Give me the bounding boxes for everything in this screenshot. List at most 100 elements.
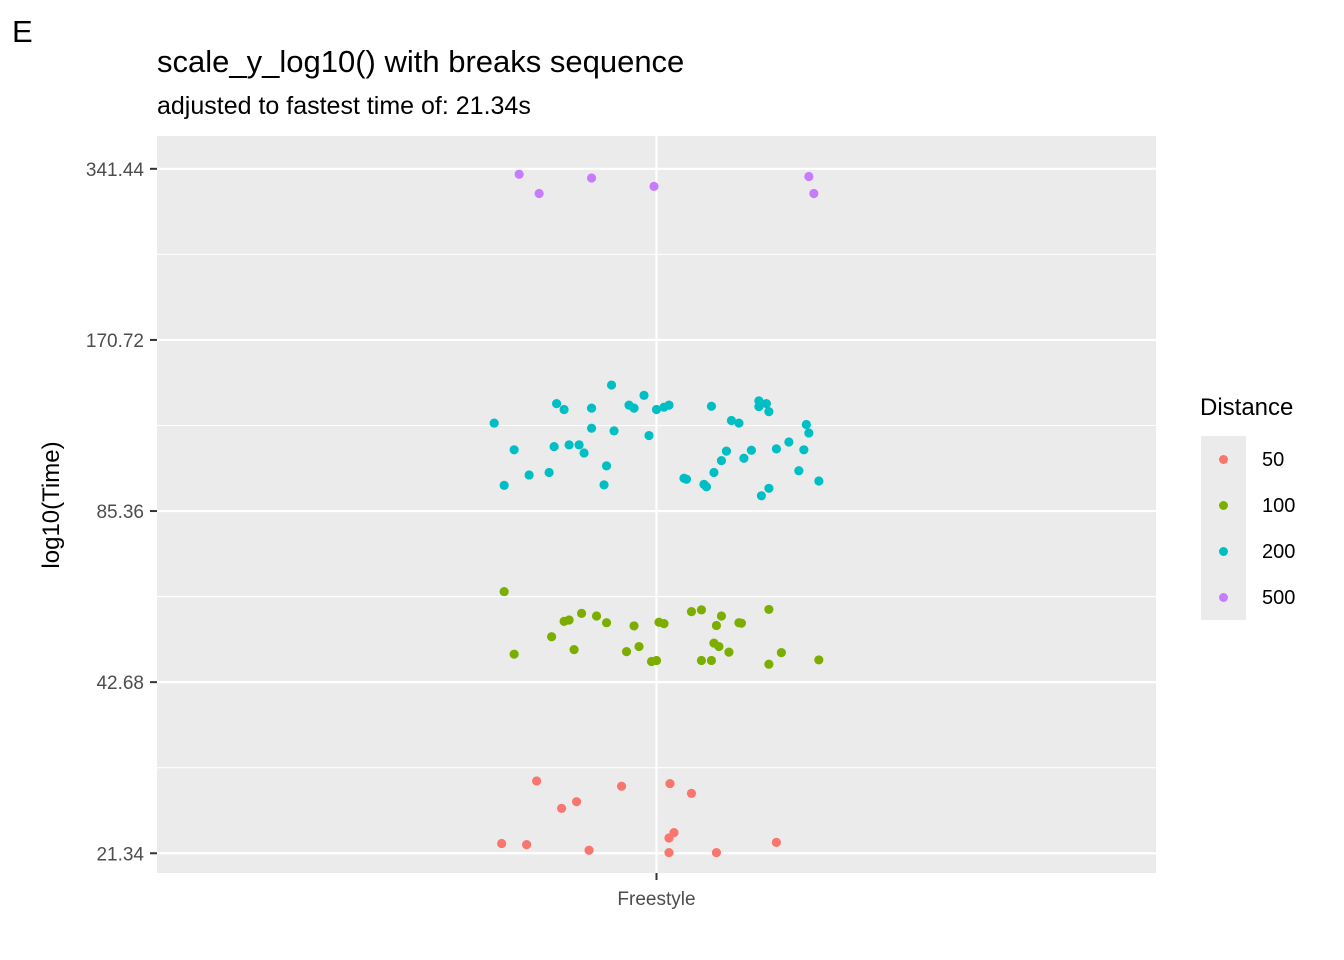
data-point-200 xyxy=(721,446,732,456)
data-point-200 xyxy=(644,430,654,441)
data-point-200 xyxy=(716,456,727,466)
data-point-200 xyxy=(746,445,757,455)
data-point-200 xyxy=(756,491,766,501)
y-tick-label: 85.36 xyxy=(96,502,144,523)
legend-key-100 xyxy=(1201,482,1246,528)
data-point-50 xyxy=(771,837,781,847)
x-tick-label: Freestyle xyxy=(617,889,695,910)
data-point-200 xyxy=(764,407,774,417)
data-point-100 xyxy=(706,655,717,666)
data-point-500 xyxy=(514,169,524,179)
legend-key-200 xyxy=(1201,528,1246,574)
legend-label-200: 200 xyxy=(1262,541,1296,563)
data-point-100 xyxy=(714,641,724,652)
data-point-200 xyxy=(509,445,519,455)
data-point-200 xyxy=(764,483,774,493)
data-point-200 xyxy=(726,415,737,426)
data-point-50 xyxy=(711,847,722,858)
legend-dot-50 xyxy=(1219,455,1228,464)
data-point-500 xyxy=(534,188,544,199)
data-point-100 xyxy=(716,611,727,621)
data-point-200 xyxy=(564,440,574,450)
legend-title: Distance xyxy=(1200,394,1294,421)
data-point-100 xyxy=(764,659,774,669)
data-point-100 xyxy=(651,655,662,666)
data-point-50 xyxy=(584,845,594,855)
data-point-100 xyxy=(509,649,519,659)
data-point-200 xyxy=(794,466,804,476)
data-point-100 xyxy=(576,608,587,618)
data-point-200 xyxy=(706,401,717,411)
legend-key-500 xyxy=(1201,574,1246,620)
y-tick-label: 170.72 xyxy=(86,331,144,352)
data-point-200 xyxy=(739,453,749,463)
data-point-100 xyxy=(634,641,644,652)
data-point-200 xyxy=(801,419,811,430)
data-point-100 xyxy=(601,618,612,628)
data-point-200 xyxy=(709,467,719,478)
data-point-100 xyxy=(591,611,602,621)
data-point-50 xyxy=(669,828,679,838)
data-point-100 xyxy=(569,644,579,655)
data-point-100 xyxy=(764,604,774,615)
data-point-50 xyxy=(686,788,697,798)
data-point-500 xyxy=(586,173,597,183)
data-point-200 xyxy=(771,444,781,454)
legend-label-100: 100 xyxy=(1262,495,1296,517)
data-point-100 xyxy=(696,605,707,615)
data-point-200 xyxy=(639,390,649,400)
chart-subtitle: adjusted to fastest time of: 21.34s xyxy=(157,92,531,120)
data-point-200 xyxy=(499,480,509,491)
data-point-50 xyxy=(664,847,674,858)
data-point-100 xyxy=(659,619,669,629)
data-point-200 xyxy=(681,474,692,484)
data-point-100 xyxy=(686,606,697,617)
data-point-200 xyxy=(609,426,619,436)
data-point-500 xyxy=(649,181,659,191)
data-point-200 xyxy=(761,399,771,409)
data-point-200 xyxy=(804,428,814,438)
data-point-200 xyxy=(552,399,562,409)
data-point-200 xyxy=(586,403,597,413)
data-point-50 xyxy=(571,797,582,807)
data-point-200 xyxy=(524,470,534,480)
data-point-200 xyxy=(549,442,559,452)
data-point-200 xyxy=(579,448,589,458)
y-tick-label: 341.44 xyxy=(86,160,145,181)
data-point-50 xyxy=(616,781,627,791)
data-point-50 xyxy=(522,840,532,850)
data-point-100 xyxy=(629,621,639,631)
data-point-200 xyxy=(559,404,569,415)
data-point-50 xyxy=(556,803,567,813)
y-tick-label: 21.34 xyxy=(96,844,144,865)
data-point-200 xyxy=(544,467,554,478)
data-point-200 xyxy=(629,403,639,413)
legend-label-50: 50 xyxy=(1262,449,1285,471)
data-point-200 xyxy=(606,380,617,390)
data-point-200 xyxy=(784,437,794,447)
data-point-100 xyxy=(621,647,632,657)
y-tick-label: 42.68 xyxy=(96,673,144,694)
legend-dot-500 xyxy=(1219,593,1228,602)
data-point-100 xyxy=(696,655,707,666)
data-point-200 xyxy=(814,476,824,486)
data-point-50 xyxy=(532,776,542,786)
data-point-200 xyxy=(701,482,712,492)
legend-dot-200 xyxy=(1219,547,1228,556)
data-point-100 xyxy=(724,647,734,657)
data-point-100 xyxy=(547,632,557,642)
data-point-200 xyxy=(601,461,612,471)
data-point-200 xyxy=(754,402,764,412)
data-point-50 xyxy=(665,778,675,789)
legend-key-50 xyxy=(1201,436,1246,482)
panel-label: E xyxy=(12,14,33,49)
data-point-200 xyxy=(586,423,597,433)
data-point-200 xyxy=(734,418,744,428)
data-point-100 xyxy=(711,620,722,631)
chart-title: scale_y_log10() with breaks sequence xyxy=(157,44,685,79)
data-point-200 xyxy=(799,445,809,455)
data-point-200 xyxy=(489,418,499,428)
legend-label-500: 500 xyxy=(1262,587,1296,609)
data-point-200 xyxy=(574,440,584,450)
